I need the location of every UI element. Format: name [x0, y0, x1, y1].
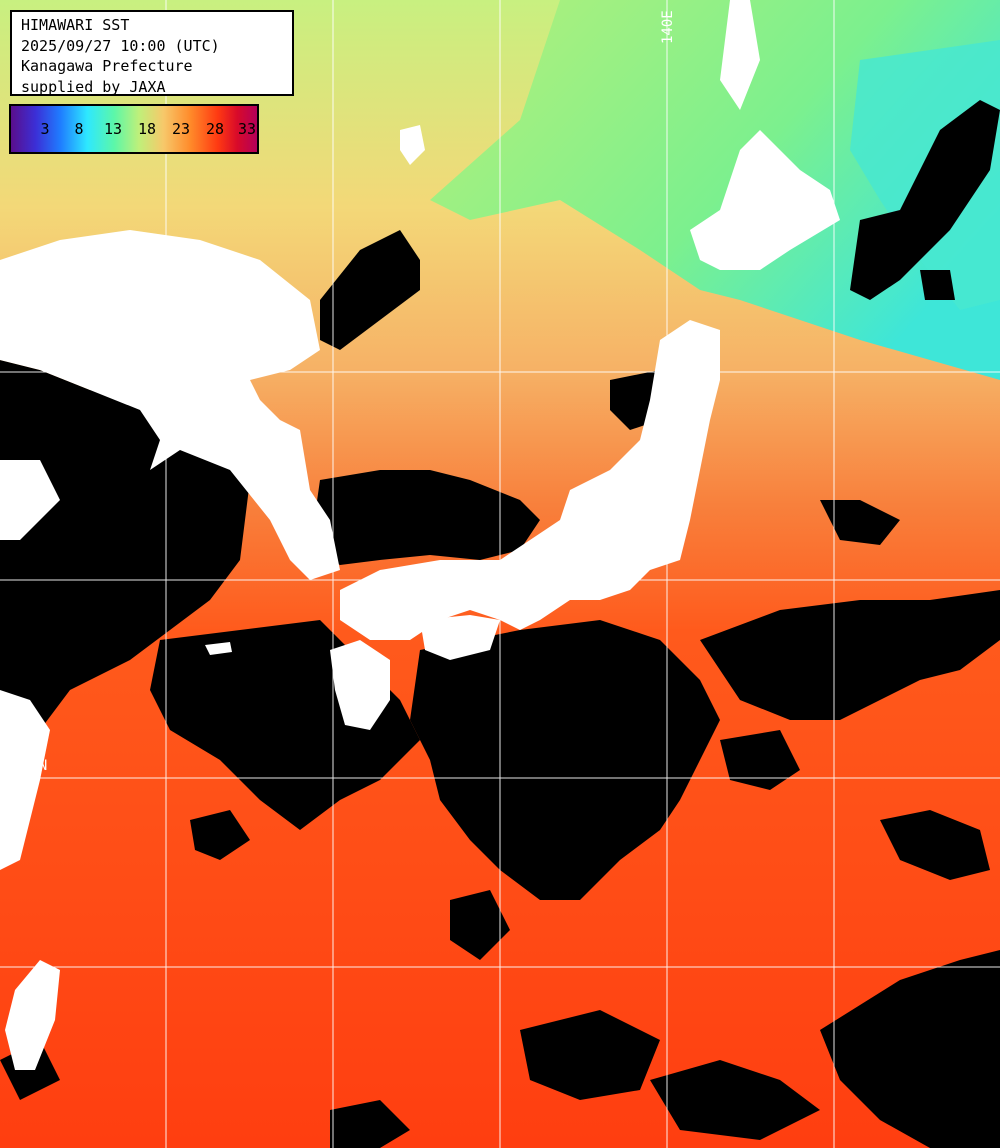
timestamp: 2025/09/27 10:00 (UTC) — [21, 36, 220, 55]
info-box: HIMAWARI SST 2025/09/27 10:00 (UTC) Kana… — [10, 10, 294, 96]
legend-tick: 8 — [74, 120, 84, 138]
land-mass — [0, 0, 840, 1070]
hokkaido — [690, 130, 840, 270]
honshu — [340, 320, 720, 640]
data-source: supplied by JAXA — [21, 77, 166, 96]
legend-tick: 33 — [237, 120, 257, 138]
shikoku — [420, 615, 500, 660]
legend-tick: 23 — [171, 120, 191, 138]
cloud-mask — [0, 100, 1000, 1148]
lon-label-140e: 140E — [660, 10, 676, 44]
legend-tick: 3 — [40, 120, 50, 138]
small-island — [400, 125, 425, 165]
lat-label-40n: 40N — [14, 352, 40, 368]
color-legend: 3 8 13 18 23 28 33 — [9, 104, 259, 154]
taiwan — [5, 960, 60, 1070]
provider: Kanagawa Prefecture — [21, 57, 193, 75]
korean-peninsula — [0, 230, 340, 580]
continent-coast — [0, 460, 60, 540]
product-title: HIMAWARI SST — [21, 16, 130, 34]
legend-tick: 28 — [205, 120, 225, 138]
china-coast — [0, 690, 50, 870]
sakhalin-kurils — [720, 0, 760, 110]
legend-tick: 13 — [103, 120, 123, 138]
kyushu — [330, 640, 390, 730]
legend-tick: 18 — [137, 120, 157, 138]
lat-label-30n: 30N — [22, 758, 48, 774]
jeju-island — [205, 642, 232, 655]
